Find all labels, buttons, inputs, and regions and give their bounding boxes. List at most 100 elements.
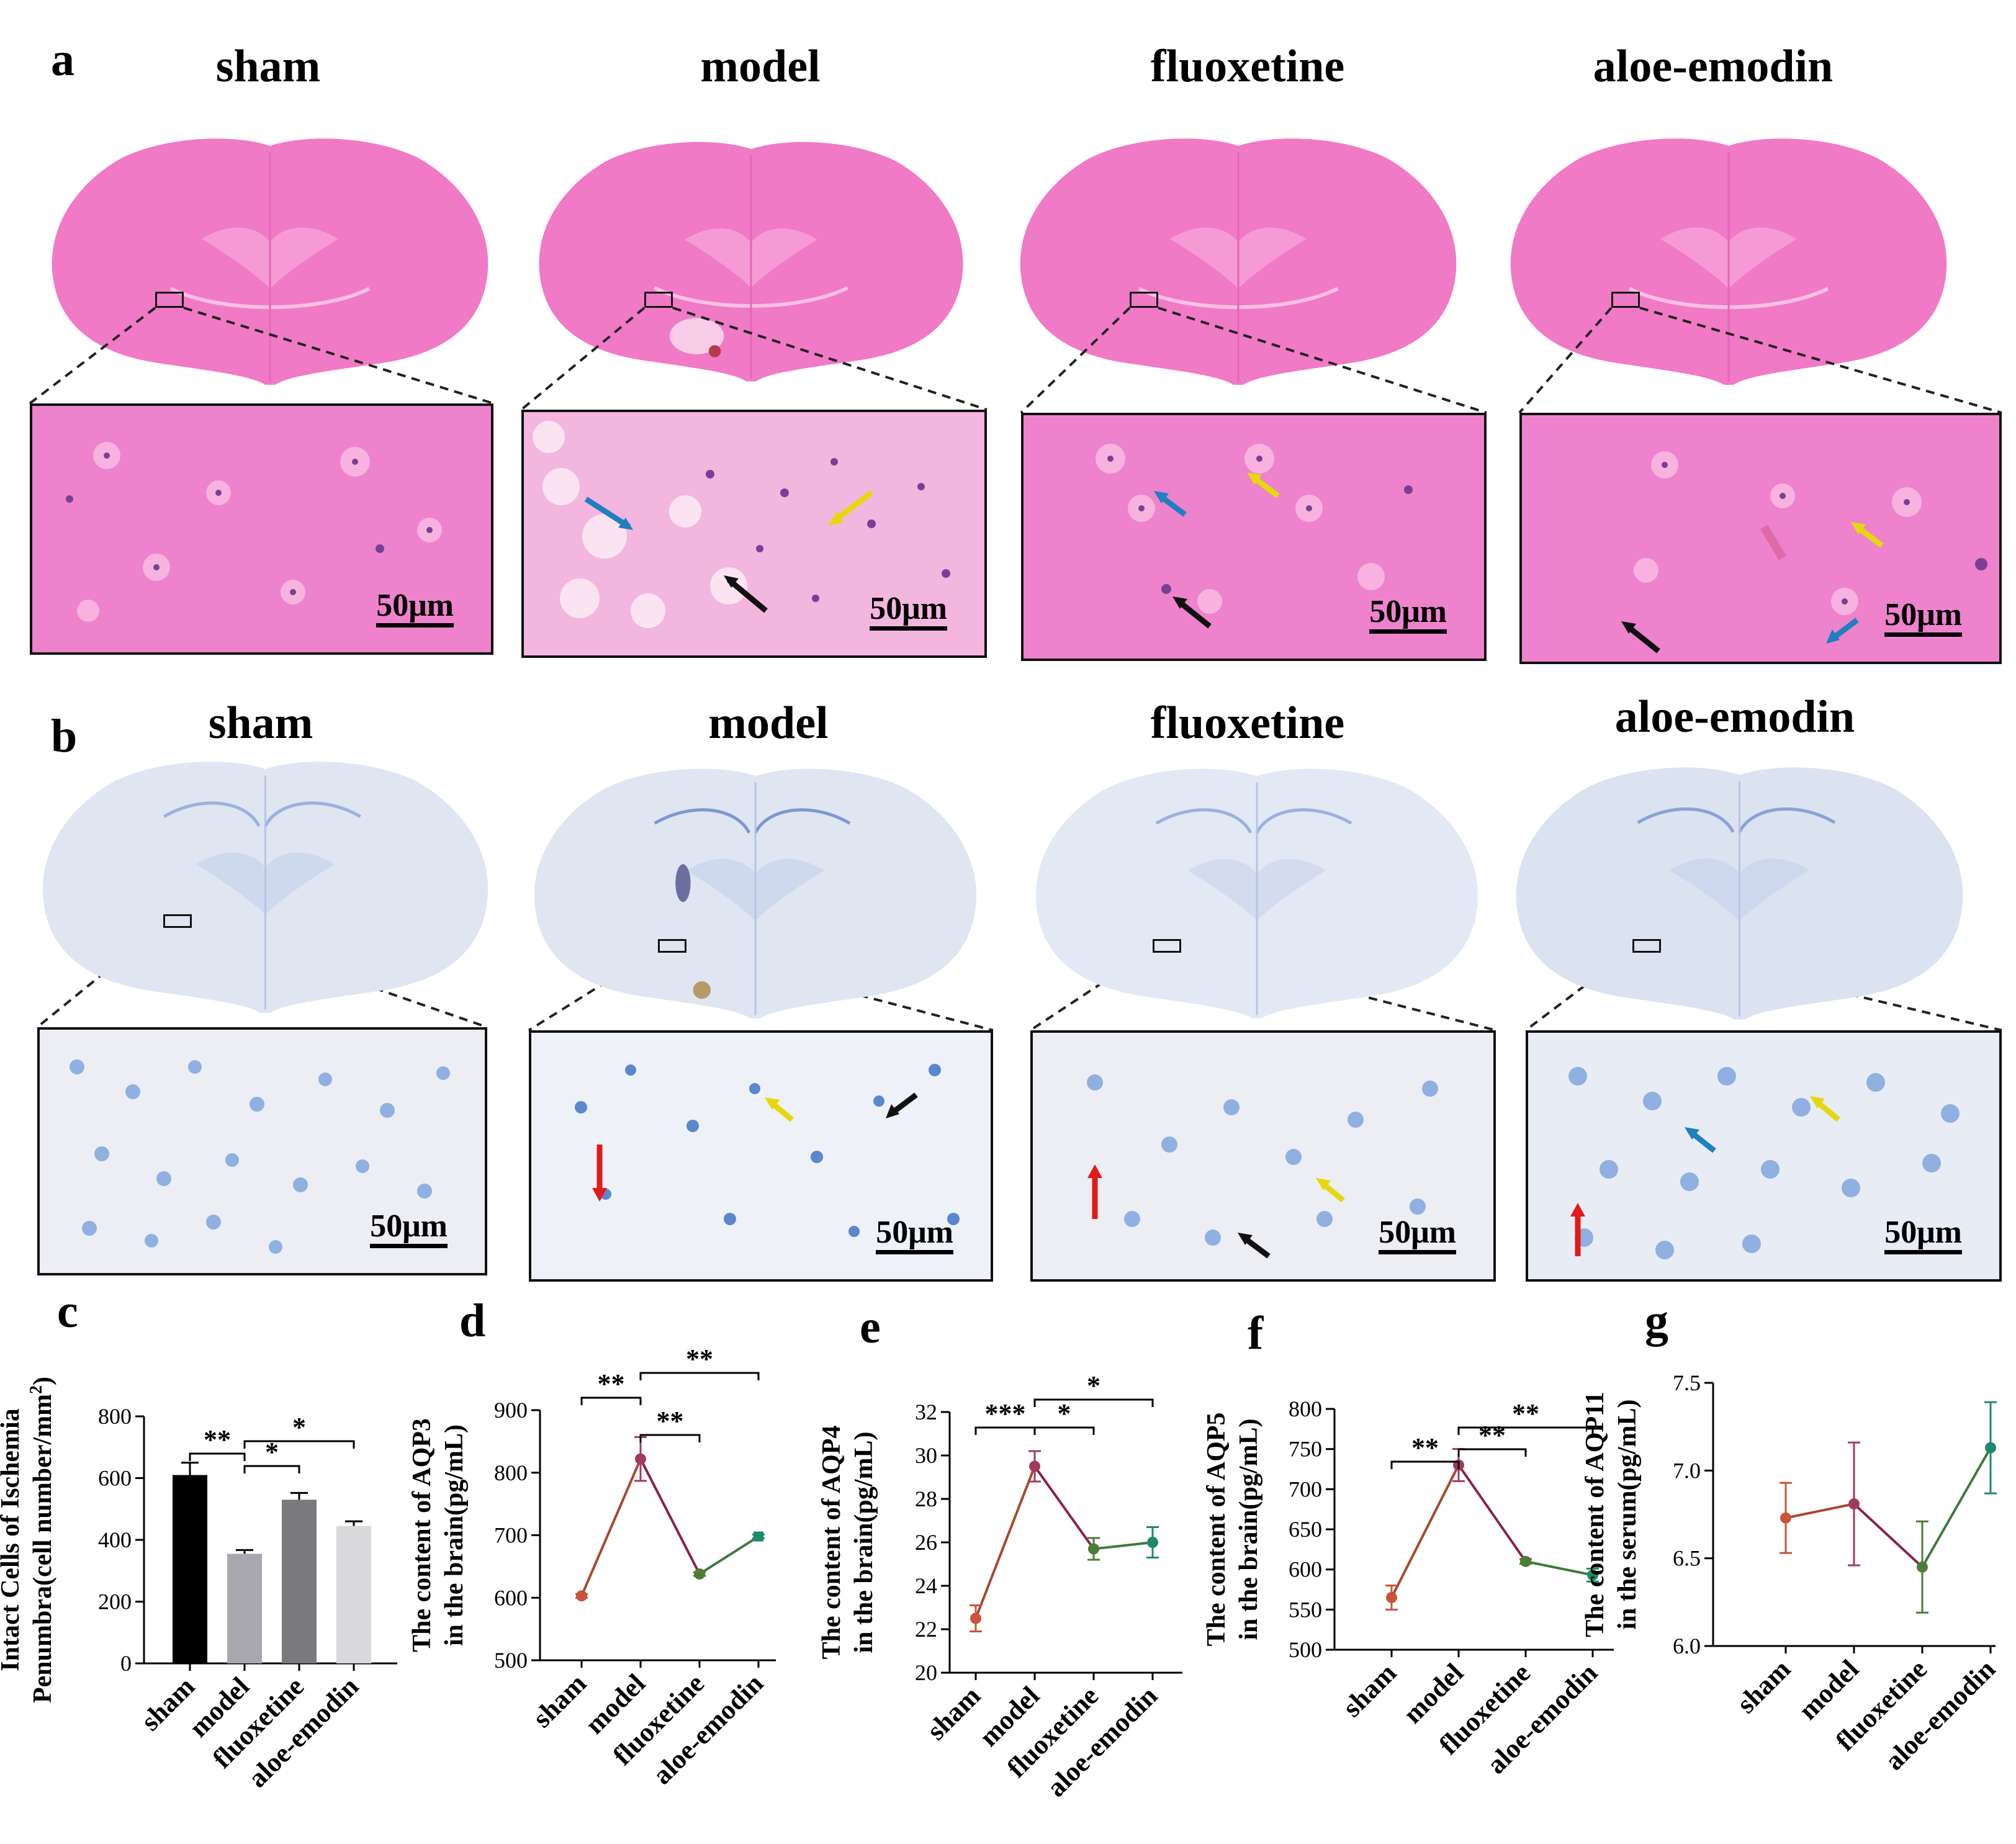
x-category-label: sham [921, 1680, 987, 1746]
y-tick-label: 650 [1289, 1517, 1322, 1542]
zoom-region-box [1130, 292, 1158, 308]
scale-bar-label: 50μm [1884, 598, 1962, 637]
significance-marker: * [1087, 1370, 1100, 1401]
y-tick-label: 0 [120, 1651, 132, 1676]
significance-marker: ** [1512, 1398, 1539, 1429]
series-line-segment [1785, 1503, 1855, 1519]
scale-bar-label: 50μm [1379, 1216, 1456, 1254]
series-line-segment [1093, 1541, 1153, 1550]
significance-bracket [639, 1434, 701, 1442]
series-line-segment [639, 1458, 701, 1575]
significance-marker: ** [686, 1344, 713, 1374]
y-axis-label-superscript: 2 [27, 1385, 46, 1394]
inset-nissl-model: 50μm [529, 1030, 993, 1282]
panel-label-a: a [51, 34, 74, 86]
row-b-title-model: model [708, 698, 829, 749]
row-a-title-sham: sham [215, 41, 321, 92]
scale-bar-label: 50μm [370, 1210, 448, 1248]
row-a-title-aloe-emodin: aloe-emodin [1593, 41, 1834, 92]
inset-nissl-sham: 50μm [37, 1027, 487, 1275]
significance-bracket [243, 1440, 355, 1449]
zoom-region-box [658, 939, 686, 953]
significance-marker: ** [1478, 1420, 1506, 1450]
zoom-region-box [1611, 292, 1640, 308]
data-point-aloe-emodin [754, 1531, 763, 1542]
significance-bracket [639, 1372, 760, 1380]
significance-bracket [1033, 1426, 1095, 1435]
significance-bracket [1390, 1460, 1460, 1469]
brain-section-nissl-sham [42, 762, 488, 1014]
data-point-sham [970, 1612, 981, 1624]
y-tick-label: 24 [915, 1573, 937, 1598]
series-line-segment [1921, 1447, 1992, 1568]
significance-marker: ** [598, 1369, 625, 1399]
y-tick-label: 700 [1289, 1477, 1322, 1501]
data-point-aloe-emodin [1587, 1569, 1598, 1581]
y-axis-label-close: ) [29, 1377, 57, 1385]
scale-bar-label: 50μm [376, 589, 454, 627]
y-tick-label: 7.5 [1673, 1370, 1701, 1395]
y-tick-label: 400 [98, 1527, 132, 1552]
zoom-region-box [163, 914, 192, 928]
data-point-aloe-emodin [1985, 1442, 1996, 1454]
y-axis-label-line1: The content of AQP4 [817, 1426, 846, 1660]
significance-marker: ** [657, 1406, 684, 1436]
y-tick-label: 800 [98, 1404, 132, 1429]
significance-bracket [580, 1396, 642, 1405]
significance-marker: *** [985, 1398, 1026, 1429]
y-tick-label: 750 [1289, 1437, 1322, 1462]
y-tick-label: 20 [915, 1660, 937, 1685]
y-tick-label: 28 [915, 1486, 937, 1511]
y-axis-label-line2: in the serum(pg/mL) [1613, 1400, 1642, 1630]
panel-label-b: b [51, 710, 78, 762]
series-line-segment [1033, 1465, 1095, 1550]
row-b-title-aloe-emodin: aloe-emodin [1614, 691, 1855, 742]
brain-section-he-model [539, 142, 963, 382]
zoom-region-box [1632, 939, 1661, 953]
y-axis-label-line1: The content of AQP3 [408, 1418, 436, 1652]
y-tick-label: 800 [494, 1460, 528, 1485]
row-b-title-fluoxetine: fluoxetine [1150, 698, 1345, 749]
y-tick-label: 6.5 [1673, 1546, 1701, 1571]
significance-marker: ** [204, 1424, 231, 1455]
inset-he-aloe-emodin: 50μm [1519, 413, 2002, 664]
series-line-segment [1390, 1464, 1460, 1598]
data-point-sham [1386, 1591, 1397, 1603]
row-b-title-sham: sham [208, 698, 313, 749]
y-tick-label: 600 [494, 1585, 528, 1610]
y-axis-label-line1: Intact Cells of Ischemia [0, 1408, 25, 1671]
inset-nissl-fluoxetine: 50μm [1030, 1030, 1496, 1282]
scale-bar-label: 50μm [876, 1216, 953, 1254]
inset-he-fluoxetine: 50μm [1021, 413, 1487, 661]
y-axis-label-line2: in the brain(pg/mL) [850, 1431, 878, 1653]
y-axis-label-line2: in the brain(pg/mL) [1235, 1418, 1263, 1640]
series-line-segment [1525, 1560, 1593, 1576]
panel-label-e: e [860, 1301, 881, 1353]
significance-bracket [243, 1465, 300, 1473]
significance-marker: * [265, 1437, 279, 1467]
significance-bracket [1457, 1426, 1594, 1435]
panel-label-d: d [459, 1295, 486, 1347]
series-line-segment [698, 1535, 760, 1575]
y-axis-label-line2: in the brain(pg/mL) [440, 1424, 469, 1646]
data-point-fluoxetine [694, 1568, 705, 1580]
inset-he-sham: 50μm [30, 403, 493, 655]
y-tick-label: 200 [98, 1590, 132, 1614]
data-point-model [1848, 1498, 1860, 1510]
data-point-fluoxetine [1520, 1555, 1531, 1567]
x-category-label: sham [1731, 1653, 1797, 1719]
series-line-segment [1853, 1503, 1924, 1568]
y-tick-label: 700 [494, 1523, 528, 1548]
bar-aloe-emodin [336, 1526, 371, 1663]
y-tick-label: 550 [1289, 1597, 1322, 1622]
significance-bracket [189, 1452, 246, 1461]
data-point-sham [576, 1590, 587, 1602]
y-tick-label: 7.0 [1673, 1458, 1701, 1483]
zoom-region-box [644, 292, 673, 308]
x-category-label: sham [1337, 1657, 1403, 1723]
y-tick-label: 800 [1289, 1396, 1322, 1421]
data-point-fluoxetine [1917, 1561, 1928, 1573]
panel-label-g: g [1645, 1295, 1668, 1347]
y-axis-label-line1: The content of AQP11 [1581, 1392, 1609, 1637]
